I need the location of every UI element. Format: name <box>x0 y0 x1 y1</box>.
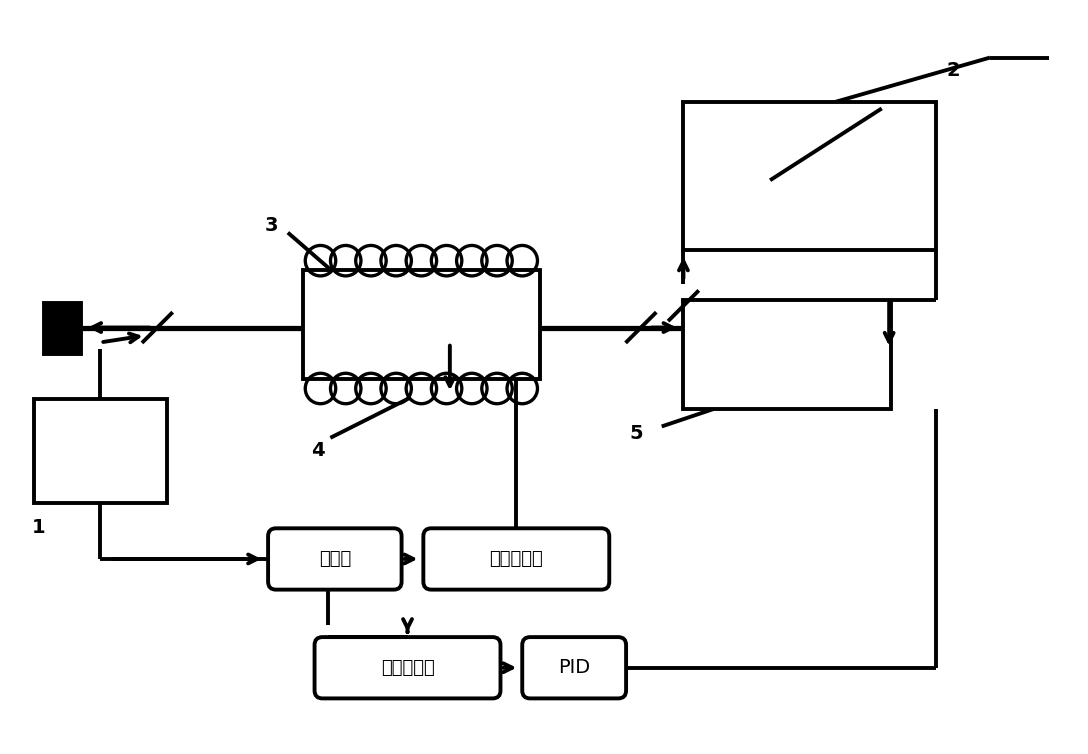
FancyBboxPatch shape <box>314 637 500 698</box>
Bar <box>683 300 891 409</box>
Text: 信号放大器: 信号放大器 <box>490 550 543 568</box>
Text: 2: 2 <box>947 61 961 80</box>
Text: 3: 3 <box>264 216 277 235</box>
Bar <box>44 303 82 354</box>
Text: PID: PID <box>558 658 590 677</box>
FancyBboxPatch shape <box>522 637 626 698</box>
FancyBboxPatch shape <box>423 529 609 590</box>
FancyBboxPatch shape <box>268 529 401 590</box>
Text: 5: 5 <box>629 424 643 443</box>
Bar <box>302 270 540 379</box>
Bar <box>683 102 936 250</box>
Text: 信号源: 信号源 <box>319 550 351 568</box>
Bar <box>34 399 168 503</box>
Text: 4: 4 <box>311 441 324 460</box>
Text: 1: 1 <box>32 518 46 537</box>
Text: 锁相放大器: 锁相放大器 <box>381 659 434 677</box>
